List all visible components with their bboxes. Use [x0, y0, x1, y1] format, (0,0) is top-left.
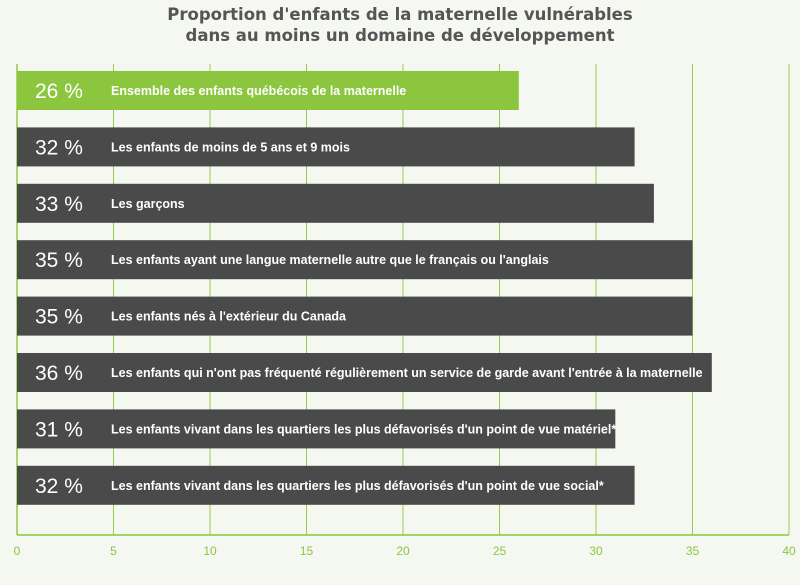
bar-row: 26 % Ensemble des enfants québécois de la… — [17, 71, 519, 110]
bar — [17, 240, 693, 280]
bar-category-label: Les enfants vivant dans les quartiers le… — [111, 479, 604, 493]
bar-value-label: 32 % — [35, 475, 83, 498]
chart-title-line-2: dans au moins un domaine de développemen… — [185, 26, 615, 45]
bar-value-label: 35 % — [35, 249, 83, 272]
bar-category-label: Les enfants qui n'ont pas fréquenté régu… — [111, 366, 703, 380]
bar-category-label: Ensemble des enfants québécois de la mat… — [111, 84, 406, 98]
chart-title-line-1: Proportion d'enfants de la maternelle vu… — [167, 5, 633, 24]
bar — [17, 296, 693, 336]
bar-value-label: 32 % — [35, 136, 83, 159]
bar-row: 36 % Les enfants qui n'ont pas fréquenté … — [17, 353, 712, 392]
bar-category-label: Les enfants vivant dans les quartiers le… — [111, 422, 616, 436]
bar-category-label: Les enfants nés à l'extérieur du Canada — [111, 310, 347, 324]
bar — [17, 409, 616, 449]
bar-category-label: Les enfants de moins de 5 ans et 9 mois — [111, 140, 350, 154]
bar-value-label: 35 % — [35, 306, 83, 329]
bar-value-label: 36 % — [35, 362, 83, 385]
x-tick-label: 15 — [300, 544, 314, 558]
x-tick-label: 10 — [203, 544, 217, 558]
bar — [17, 127, 635, 167]
bar-row: 32 % Les enfants de moins de 5 ans et 9 m… — [17, 127, 635, 167]
x-tick-label: 20 — [396, 544, 410, 558]
x-tick-label: 35 — [686, 544, 700, 558]
bar — [17, 353, 712, 392]
bar-row: 32 % Les enfants vivant dans les quartier… — [17, 465, 635, 505]
bar — [17, 465, 635, 505]
chart-title: Proportion d'enfants de la maternelle vu… — [0, 4, 800, 46]
bar — [17, 71, 519, 110]
bar-row: 33 % Les garçons — [17, 183, 654, 223]
bar-row: 35 % Les enfants ayant une langue materne… — [17, 240, 693, 280]
x-tick-label: 0 — [14, 544, 21, 558]
bar-value-label: 33 % — [35, 193, 83, 216]
bar-value-label: 26 % — [35, 80, 83, 103]
x-tick-label: 5 — [110, 544, 117, 558]
bar-layer: 26 % Ensemble des enfants québécois de la… — [17, 71, 712, 505]
x-tick-label: 30 — [589, 544, 603, 558]
bar-row: 31 % Les enfants vivant dans les quartier… — [17, 409, 616, 449]
x-axis-ticks: 0 5 10 15 20 25 30 35 40 — [14, 544, 796, 558]
x-tick-label: 25 — [493, 544, 507, 558]
bar-row: 35 % Les enfants nés à l'extérieur du Can… — [17, 296, 693, 336]
x-tick-label: 40 — [782, 544, 796, 558]
bar-category-label: Les enfants ayant une langue maternelle … — [111, 253, 549, 267]
bar — [17, 183, 654, 223]
bar-value-label: 31 % — [35, 418, 83, 441]
bar-category-label: Les garçons — [111, 197, 185, 211]
